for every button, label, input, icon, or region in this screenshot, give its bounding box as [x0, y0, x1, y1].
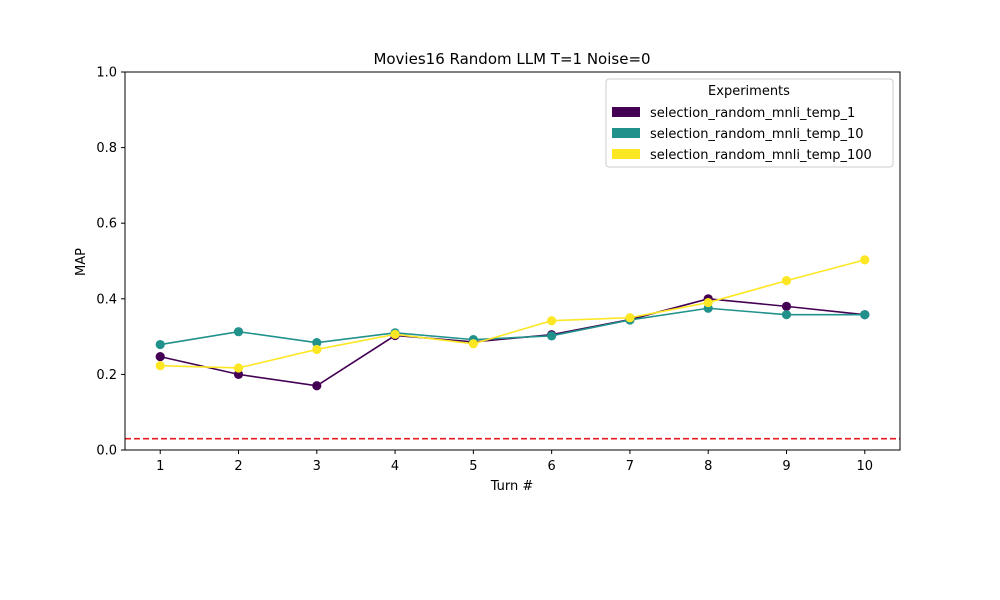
legend-label-1: selection_random_mnli_temp_1 — [650, 106, 855, 121]
y-tick-label: 0.6 — [96, 217, 117, 232]
y-tick-label: 0.2 — [96, 368, 117, 383]
x-tick-label: 10 — [856, 459, 873, 474]
series-2-point-9 — [781, 310, 792, 320]
x-tick-label: 3 — [313, 459, 321, 474]
x-tick-label: 5 — [469, 459, 477, 474]
x-tick-label: 1 — [156, 459, 164, 474]
series-1-point-3 — [312, 381, 322, 391]
series-2-point-3 — [312, 338, 322, 348]
x-tick-label: 4 — [391, 459, 399, 474]
legend-swatch-1 — [612, 107, 640, 117]
series-1-point-2 — [233, 369, 244, 379]
series-1-point-9 — [781, 301, 792, 311]
x-tick-label: 2 — [234, 459, 242, 474]
legend: Experiments selection_random_mnli_temp_1… — [605, 78, 894, 168]
y-tick-label: 0.4 — [96, 292, 117, 307]
series-3-point-4 — [390, 329, 400, 339]
chart-title: Movies16 Random LLM T=1 Noise=0 — [373, 50, 650, 68]
series-3-point-5 — [468, 339, 478, 349]
x-tick-label: 9 — [782, 459, 790, 474]
series-3-point-2 — [233, 363, 244, 373]
series-2-point-1 — [155, 339, 165, 350]
series-1-point-1 — [155, 352, 165, 362]
y-tick-label: 1.0 — [96, 66, 117, 81]
x-tick-label: 6 — [548, 459, 556, 474]
x-tick-label: 7 — [626, 459, 634, 474]
legend-swatch-2 — [612, 128, 640, 138]
series-3-point-3 — [312, 344, 322, 355]
legend-label-2: selection_random_mnli_temp_10 — [650, 127, 864, 142]
plot-frame — [124, 71, 901, 451]
series-line-2 — [160, 307, 865, 346]
series-3-point-1 — [155, 361, 165, 371]
series-2-point-6 — [547, 331, 557, 341]
legend-frame — [605, 78, 894, 168]
plot-area: 1 2 3 4 5 6 7 8 9 10 0.0 0.2 0.4 0.6 0.8 1.0 — [96, 66, 901, 474]
legend-label-3: selection_random_mnli_temp_100 — [650, 148, 872, 163]
series-3-point-6 — [547, 316, 557, 326]
series-3-point-10 — [860, 255, 870, 265]
series-3-point-7 — [625, 313, 635, 323]
series-line-3 — [160, 259, 865, 369]
x-axis-label: Turn # — [490, 479, 534, 494]
series-3-point-8 — [703, 297, 713, 308]
legend-title: Experiments — [708, 84, 790, 99]
legend-swatch-3 — [612, 149, 640, 159]
series-2-point-10 — [860, 310, 870, 320]
y-tick-label: 0.8 — [96, 141, 117, 156]
series-2-point-2 — [233, 327, 244, 337]
x-tick-label: 8 — [704, 459, 712, 474]
series-3-point-9 — [781, 276, 792, 286]
y-tick-label: 0.0 — [96, 444, 117, 459]
y-axis-label: MAP — [74, 248, 89, 276]
